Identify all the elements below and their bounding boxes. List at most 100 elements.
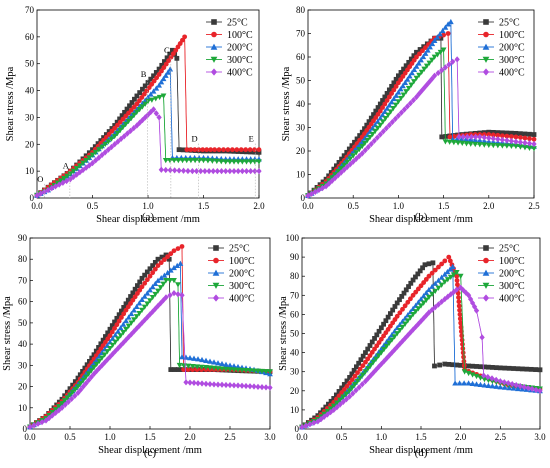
data-point [120,321,127,327]
data-point [202,168,208,175]
data-point [447,18,454,25]
data-point [80,383,86,390]
annotation-label: C [164,45,170,55]
legend-label: 300°C [499,55,525,66]
data-point [175,158,182,164]
data-point [410,312,416,318]
data-point [415,286,421,292]
data-point [106,129,112,134]
data-point [219,360,225,367]
data-point [481,134,487,141]
data-point [141,91,147,97]
data-point [185,167,191,175]
data-point [389,91,395,96]
data-point [408,56,414,62]
data-point [199,380,205,387]
data-point [337,397,343,403]
data-point [115,336,121,342]
data-point [252,168,258,175]
data-point [91,365,97,371]
data-point [413,289,419,295]
data-point [466,363,471,369]
data-point [436,264,441,270]
data-point [112,332,119,338]
legend-label: 400°C [229,294,255,305]
data-point [450,139,457,146]
data-point [198,168,204,175]
data-point [123,317,129,324]
data-point [479,334,485,341]
data-point [263,369,269,375]
data-point [89,159,96,167]
data-point [231,363,237,369]
data-point [405,299,411,305]
data-point [161,65,167,70]
data-point [136,98,142,104]
data-point [235,159,242,165]
y-tick-label: 20 [290,386,300,396]
data-point [513,138,519,145]
data-point [167,167,173,174]
data-point [381,347,387,353]
data-point [128,107,134,113]
data-point [508,137,515,145]
data-point [531,132,537,137]
data-point [493,365,499,371]
data-point [422,262,428,268]
data-point [423,312,429,319]
data-point [446,254,452,260]
data-point [157,285,164,291]
legend-marker [482,56,490,63]
data-point [343,396,350,403]
y-tick-label: 20 [18,382,28,392]
legend-label: 200°C [499,43,525,54]
data-point [222,159,229,165]
data-point [426,273,432,279]
y-tick-label: 0 [301,193,306,203]
y-tick-label: 80 [290,271,300,281]
data-point [501,384,508,390]
data-point [470,363,475,369]
data-point [382,94,388,100]
data-point [336,393,342,399]
data-point [497,378,503,385]
data-point [393,92,400,98]
data-point [418,296,424,302]
data-point [456,303,462,309]
data-point [423,63,430,69]
data-point [234,147,240,153]
data-point [252,147,257,153]
data-point [421,66,428,72]
data-point [152,266,158,272]
y-axis-label: Shear stress /Mpa [278,296,289,371]
x-tick-label: 2.0 [184,432,196,442]
data-point [355,370,360,376]
data-point [427,44,433,50]
data-point [59,401,65,407]
data-point [139,104,146,110]
data-point [349,371,355,377]
data-point [527,136,532,142]
data-point [339,156,344,162]
data-point [392,102,399,108]
data-point [185,367,191,372]
legend-label: 100°C [229,256,255,267]
y-tick-label: 50 [290,329,300,339]
data-point [147,273,153,279]
legend-label: 25°C [499,244,520,255]
data-point [394,331,401,337]
data-point [362,147,368,154]
data-point [176,367,181,372]
data-point [403,63,409,69]
data-point [187,379,193,386]
data-point [123,113,129,119]
chart-panel-2: 0.0 0.5 1.0 1.5 2.0 2.5 0 10 20 30 40 50 60 70 80 Shear… [281,5,540,225]
y-tick-label: 60 [18,297,28,307]
data-point [346,146,352,152]
data-point [442,24,449,30]
data-point [127,103,132,109]
data-point [112,141,118,148]
data-point [454,273,460,279]
data-point [458,136,465,142]
data-point [423,45,428,50]
